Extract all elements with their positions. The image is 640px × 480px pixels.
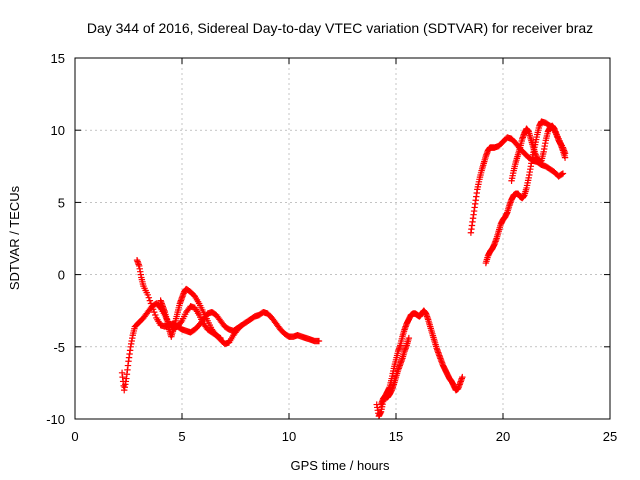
data-point-marker (146, 297, 154, 304)
y-tick-label: 10 (51, 123, 65, 138)
data-point-marker (149, 306, 157, 313)
x-tick-label: 0 (71, 429, 78, 444)
y-tick-label: -10 (46, 412, 65, 427)
data-point-marker (216, 334, 223, 341)
data-point-marker (148, 303, 156, 310)
y-axis-title: SDTVAR / TECUs (7, 185, 22, 290)
y-tick-label: -5 (53, 340, 65, 355)
data-point-marker (217, 334, 224, 342)
data-point-marker (559, 170, 567, 177)
y-tick-label: 0 (58, 268, 65, 283)
series-arc-5 (377, 334, 413, 408)
x-tick-label: 15 (389, 429, 403, 444)
series-arc-4 (373, 307, 466, 420)
series-arc-3 (157, 285, 224, 342)
y-tick-label: 5 (58, 195, 65, 210)
x-tick-label: 20 (496, 429, 510, 444)
grid-lines (75, 58, 610, 419)
data-point-marker (459, 373, 466, 381)
data-point-marker (150, 308, 158, 316)
data-point-marker (315, 337, 323, 345)
data-point-marker (561, 154, 569, 161)
axes: 0 5 10 15 20 25 -10 -5 0 5 10 15 (46, 51, 617, 444)
chart-title: Day 344 of 2016, Sidereal Day-to-day VTE… (87, 20, 593, 36)
data-marks (118, 118, 569, 420)
data-point-marker (144, 291, 151, 299)
data-point-marker (152, 311, 159, 319)
series-arc-8 (508, 122, 569, 184)
data-point-marker (145, 294, 153, 301)
data-point-marker (147, 300, 155, 307)
series-arc-7 (482, 118, 569, 267)
data-point-marker (405, 334, 413, 342)
x-tick-label: 5 (178, 429, 185, 444)
plot-frame (74, 57, 611, 420)
y-tick-label: 15 (51, 51, 65, 66)
x-tick-label: 25 (603, 429, 617, 444)
x-tick-label: 10 (282, 429, 296, 444)
series-arc-2 (133, 256, 323, 345)
data-point-marker (558, 171, 566, 178)
x-axis-title: GPS time / hours (291, 458, 390, 473)
data-point-marker (177, 319, 185, 326)
